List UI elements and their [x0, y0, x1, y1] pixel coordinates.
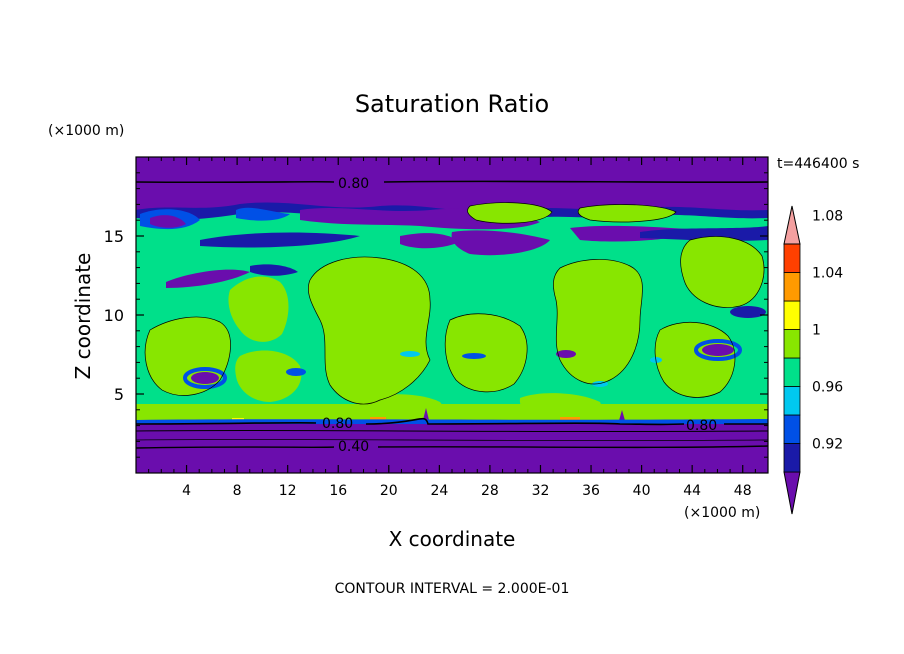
x-tick-label: 40	[633, 483, 651, 499]
x-tick-label: 24	[430, 483, 448, 499]
y-axis-label: Z coordinate	[71, 253, 95, 380]
colorbar-segment	[783, 443, 801, 473]
y-tick-label: 10	[104, 306, 124, 325]
colorbar-segment	[783, 357, 801, 387]
chart-title: Saturation Ratio	[355, 90, 549, 118]
x-axis-label: X coordinate	[389, 527, 516, 551]
x-tick-label: 8	[233, 483, 242, 499]
x-axis: 4 8 12 16 20 24 28 32 36 40 44 48	[148, 157, 756, 499]
colorbar-overflow	[783, 205, 801, 245]
contour-label: 0.40	[338, 439, 369, 455]
contour-label: 0.80	[322, 416, 353, 432]
contour-label: 0.80	[338, 176, 369, 192]
colorbar-segment	[783, 243, 801, 273]
x-unit-label: (×1000 m)	[684, 505, 760, 521]
colorbar-segment	[783, 414, 801, 444]
colorbar-label: 0.96	[812, 380, 843, 396]
x-tick-label: 4	[182, 483, 191, 499]
colorbar-label: 0.92	[812, 437, 843, 453]
colorbar-label: 1.08	[812, 209, 843, 225]
colorbar-underflow	[783, 471, 801, 515]
colorbar-segment	[783, 272, 801, 302]
colorbar-segment	[783, 329, 801, 359]
y-unit-label: (×1000 m)	[48, 123, 124, 139]
contour-interval-footer: CONTOUR INTERVAL = 2.000E-01	[335, 581, 570, 597]
x-tick-label: 36	[582, 483, 600, 499]
x-tick-label: 28	[481, 483, 499, 499]
colorbar-label: 1	[812, 323, 821, 339]
colorbar-label: 1.04	[812, 266, 843, 282]
x-tick-label: 16	[329, 483, 347, 499]
colorbar-segment	[783, 300, 801, 330]
contour-labels: 0.80 0.80 0.80 0.40	[322, 176, 717, 455]
colorbar-segment	[783, 386, 801, 416]
x-tick-label: 48	[734, 483, 752, 499]
contour-field	[136, 157, 768, 473]
colorbar: 0.92 0.96 1 1.04 1.08	[783, 205, 843, 515]
y-axis: 5 10 15	[104, 172, 768, 458]
y-tick-label: 15	[104, 227, 124, 246]
x-tick-label: 12	[279, 483, 297, 499]
x-tick-label: 32	[532, 483, 550, 499]
x-tick-label: 44	[683, 483, 701, 499]
y-tick-label: 5	[114, 385, 124, 404]
contour-label: 0.80	[686, 418, 717, 434]
time-label: t=446400 s	[777, 156, 859, 172]
x-tick-label: 20	[380, 483, 398, 499]
